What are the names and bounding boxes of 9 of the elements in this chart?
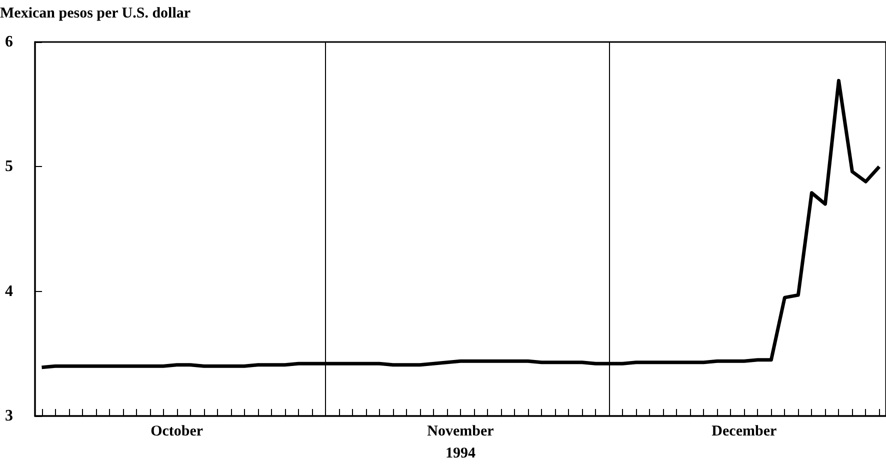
- x-tick-label: October: [150, 424, 204, 440]
- x-tick-label: December: [712, 424, 777, 440]
- y-tick-label: 6: [5, 34, 13, 50]
- y-tick-label: 4: [5, 282, 13, 300]
- x-axis-title: 1994: [446, 446, 476, 462]
- y-axis-title: Mexican pesos per U.S. dollar: [0, 6, 191, 22]
- y-tick-label: 5: [5, 158, 13, 176]
- y-tick-label: 3: [5, 408, 13, 424]
- x-tick-label: November: [427, 424, 494, 440]
